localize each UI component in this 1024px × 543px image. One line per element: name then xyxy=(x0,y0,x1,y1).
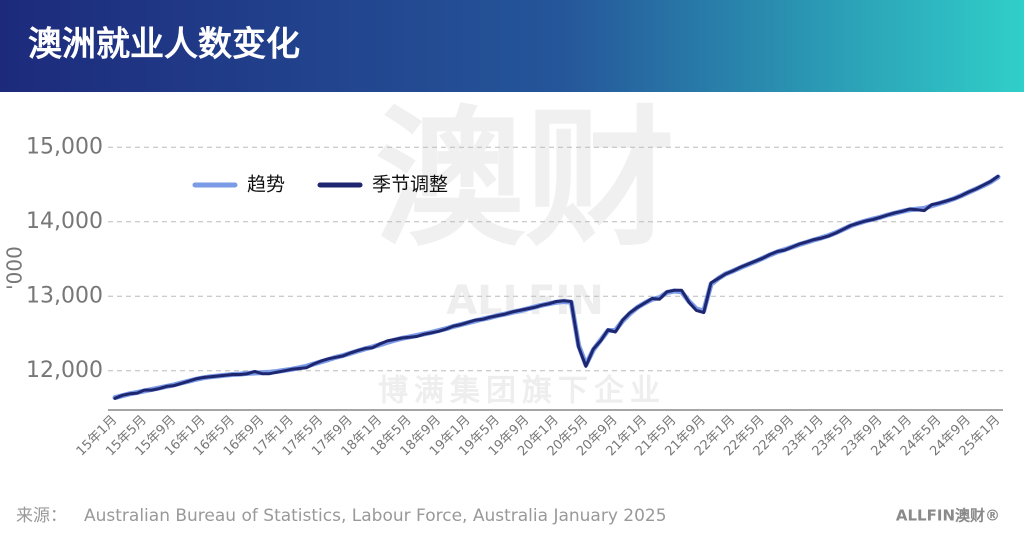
chart-title: 澳洲就业人数变化 xyxy=(28,25,300,65)
y-axis-label: '000 xyxy=(3,246,27,290)
logo: ALLFIN澳财® xyxy=(896,507,1000,525)
source-label: 来源： xyxy=(16,506,67,526)
y-tick-label: 13,000 xyxy=(26,283,103,308)
line xyxy=(113,174,1000,400)
watermark: 澳财 xyxy=(375,93,675,267)
source: Australian Bureau of Statistics, Labour … xyxy=(84,506,667,526)
watermark: ALLFIN xyxy=(446,278,604,324)
watermark: 博满集团旗下企业 xyxy=(378,374,666,409)
y-tick-label: 14,000 xyxy=(26,209,103,234)
y-tick-label: 15,000 xyxy=(26,134,103,159)
y-tick-label: 12,000 xyxy=(26,358,103,383)
header xyxy=(0,0,1024,92)
legend-label: 季节调整 xyxy=(372,174,448,196)
legend-label: 趋势 xyxy=(247,174,285,196)
